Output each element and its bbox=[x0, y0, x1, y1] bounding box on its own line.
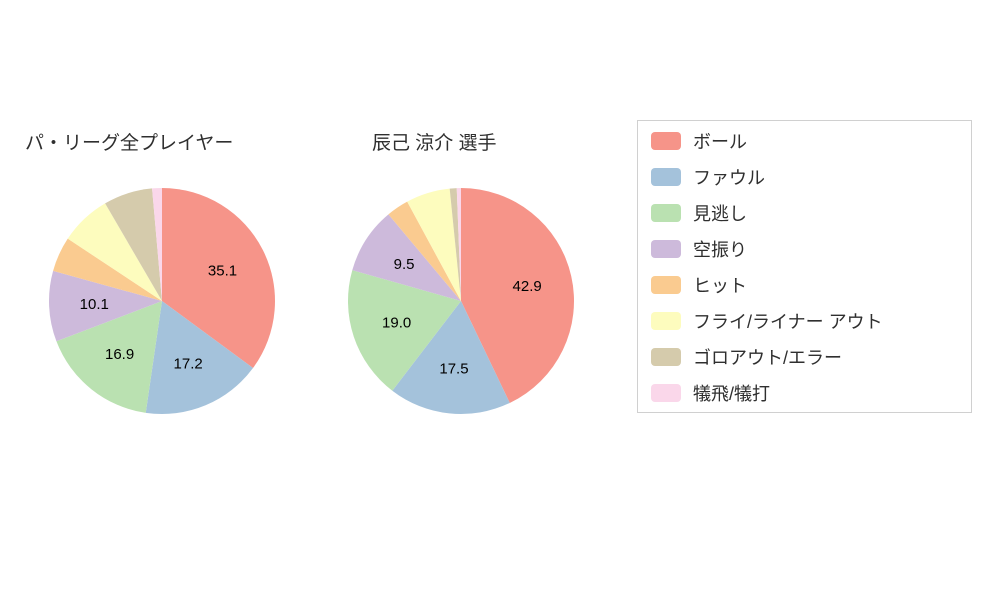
pie-slice-1[interactable] bbox=[145, 301, 253, 414]
pie-slice-label: 17.5 bbox=[439, 360, 468, 377]
pie-slice-6[interactable] bbox=[105, 188, 162, 301]
pie-slice-label: 16.9 bbox=[105, 346, 134, 363]
pie-slice-2[interactable] bbox=[56, 301, 162, 413]
pie-slice-label: 19.0 bbox=[382, 314, 411, 331]
legend-item[interactable]: 空振り bbox=[638, 231, 971, 267]
pie-slice-3[interactable] bbox=[352, 214, 461, 301]
pie-chart-player[interactable]: 42.9 17.5 19.0 9.5 bbox=[341, 181, 581, 421]
pie-slice-label: 35.1 bbox=[208, 262, 237, 279]
legend-item[interactable]: ゴロアウト/エラー bbox=[638, 339, 971, 375]
pie-slice-label: 9.5 bbox=[394, 256, 415, 273]
pie-slice-label: 10.1 bbox=[80, 296, 109, 313]
legend-swatch bbox=[651, 240, 681, 258]
legend-swatch bbox=[651, 312, 681, 330]
pie-slice-6[interactable] bbox=[449, 188, 461, 301]
pie-slice-2[interactable] bbox=[348, 270, 461, 391]
pie-slice-7[interactable] bbox=[152, 188, 162, 301]
legend-label: フライ/ライナー アウト bbox=[693, 312, 883, 332]
legend-swatch bbox=[651, 132, 681, 150]
legend-swatch bbox=[651, 168, 681, 186]
legend-label: ボール bbox=[693, 132, 747, 152]
legend-swatch bbox=[651, 204, 681, 222]
pie-slice-5[interactable] bbox=[67, 203, 162, 301]
legend-label: ヒット bbox=[693, 276, 747, 296]
pie-slice-label: 17.2 bbox=[174, 356, 203, 373]
chart-title-league: パ・リーグ全プレイヤー bbox=[25, 133, 234, 154]
chart-title-player: 辰己 涼介 選手 bbox=[372, 133, 497, 154]
legend-item[interactable]: ボール bbox=[638, 123, 971, 159]
pie-slice-0[interactable] bbox=[461, 188, 574, 403]
legend-item[interactable]: 犠飛/犠打 bbox=[638, 375, 971, 411]
pie-slice-4[interactable] bbox=[388, 201, 461, 301]
legend: ボールファウル見逃し空振りヒットフライ/ライナー アウト ゴロアウト/エラー 犠飛/… bbox=[637, 120, 972, 413]
pie-slice-label: 42.9 bbox=[513, 278, 542, 295]
pie-slice-1[interactable] bbox=[392, 301, 510, 414]
pie-slice-4[interactable] bbox=[53, 238, 162, 301]
pie-slice-3[interactable] bbox=[49, 270, 162, 342]
legend-item[interactable]: 見逃し bbox=[638, 195, 971, 231]
pie-slice-0[interactable] bbox=[162, 188, 275, 368]
legend-label: 空振り bbox=[693, 240, 747, 260]
legend-label: 見逃し bbox=[693, 204, 747, 224]
legend-swatch bbox=[651, 384, 681, 402]
legend-item[interactable]: ヒット bbox=[638, 267, 971, 303]
legend-swatch bbox=[651, 276, 681, 294]
legend-label: 犠飛/犠打 bbox=[693, 384, 771, 404]
pie-slice-5[interactable] bbox=[407, 188, 461, 301]
legend-item[interactable]: フライ/ライナー アウト bbox=[638, 303, 971, 339]
legend-label: ゴロアウト/エラー bbox=[693, 348, 843, 368]
pie-slice-7[interactable] bbox=[456, 188, 461, 301]
legend-label: ファウル bbox=[693, 168, 765, 188]
legend-swatch bbox=[651, 348, 681, 366]
pie-chart-league[interactable]: 35.1 17.2 16.9 10.1 bbox=[42, 181, 282, 421]
legend-item[interactable]: ファウル bbox=[638, 159, 971, 195]
